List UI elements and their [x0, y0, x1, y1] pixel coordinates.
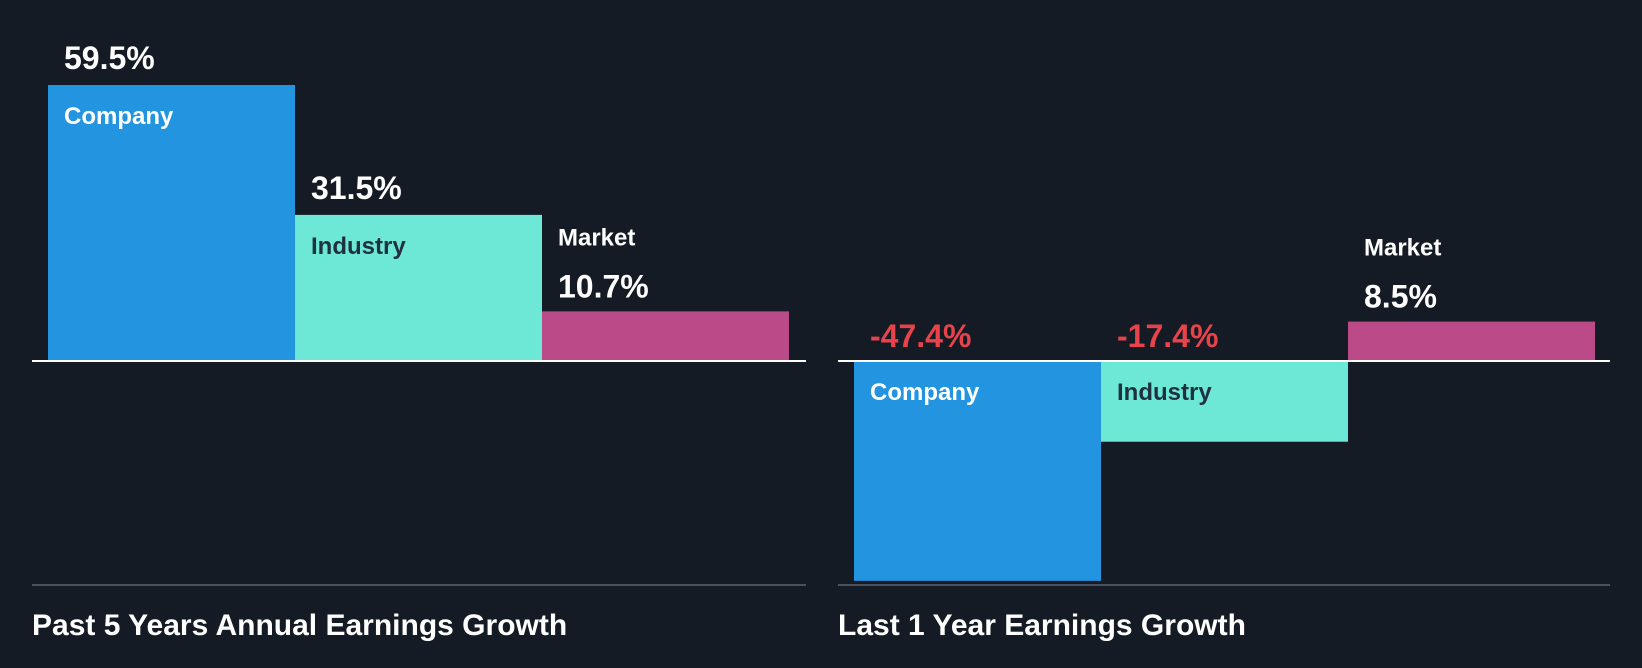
chart-panel-2: -47.4% Company -17.4% Industry Market 8.5% Las… [838, 235, 1610, 642]
category-label-industry: Industry [311, 233, 406, 260]
category-label-industry: Industry [1117, 379, 1212, 406]
bar-industry [295, 214, 542, 361]
bar-market [1348, 321, 1595, 361]
value-label-company: -47.4% [870, 318, 971, 354]
chart-title: Last 1 Year Earnings Growth [838, 609, 1246, 642]
category-label-company: Company [870, 379, 980, 406]
value-label-industry: -17.4% [1117, 318, 1218, 354]
value-label-market: 8.5% [1364, 279, 1437, 315]
chart-panel-1: 59.5% Company 31.5% Industry Market 10.7% Past… [32, 40, 806, 642]
category-label-market: Market [1364, 235, 1441, 262]
value-label-industry: 31.5% [311, 170, 402, 206]
value-label-market: 10.7% [558, 268, 649, 304]
value-label-company: 59.5% [64, 40, 155, 76]
bar-industry [1101, 361, 1348, 442]
category-label-company: Company [64, 103, 174, 130]
bar-market [542, 311, 789, 361]
category-label-market: Market [558, 224, 635, 251]
bar-company [48, 85, 295, 361]
bar-company [854, 361, 1101, 581]
chart-title: Past 5 Years Annual Earnings Growth [32, 609, 567, 642]
